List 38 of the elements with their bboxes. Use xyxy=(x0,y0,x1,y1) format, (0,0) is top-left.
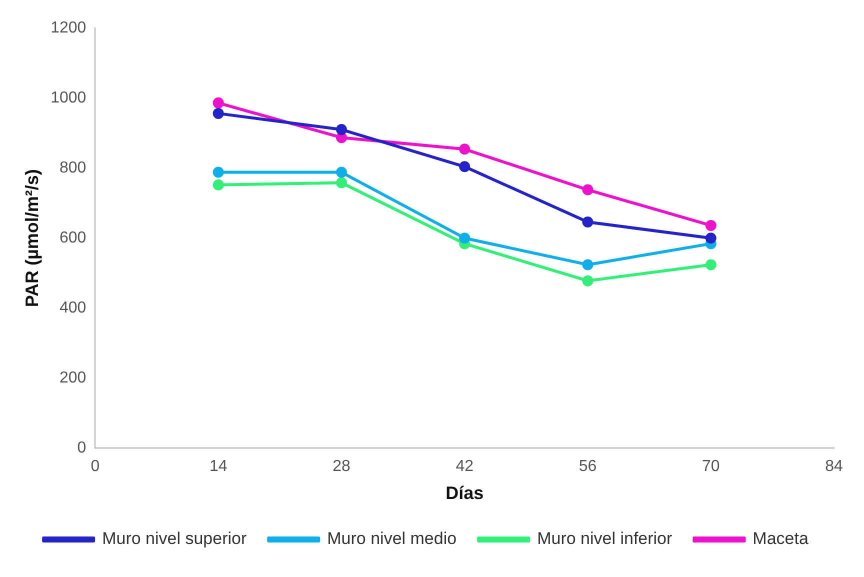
point xyxy=(705,259,716,270)
point xyxy=(212,179,224,190)
point xyxy=(582,184,594,196)
legend-label: Maceta xyxy=(752,529,809,548)
y-tick-label: 1000 xyxy=(50,89,86,106)
point xyxy=(212,97,224,108)
y-axis-title: PAR (µmol/m²/s) xyxy=(22,169,42,308)
point xyxy=(582,259,594,270)
point xyxy=(459,144,470,155)
x-tick-label: 28 xyxy=(332,458,350,476)
x-axis-title: Días xyxy=(446,483,484,504)
point xyxy=(212,166,224,178)
x-tick-label: 14 xyxy=(209,458,228,476)
point xyxy=(459,161,470,172)
y-tick-label: 600 xyxy=(59,230,86,247)
point xyxy=(459,232,470,244)
legend-label: Muro nivel inferior xyxy=(537,529,673,548)
point xyxy=(705,232,716,244)
y-tick-label: 1200 xyxy=(50,19,86,36)
point xyxy=(582,275,594,286)
y-tick-label: 800 xyxy=(59,159,86,176)
legend-label: Muro nivel superior xyxy=(102,529,247,548)
x-tick-label: 84 xyxy=(825,458,843,476)
point xyxy=(705,220,716,231)
y-tick-label: 0 xyxy=(77,440,86,457)
x-tick-label: 42 xyxy=(456,458,474,476)
x-tick-label: 0 xyxy=(90,458,100,476)
point xyxy=(212,108,224,119)
point xyxy=(582,216,594,228)
y-tick-label: 400 xyxy=(59,300,86,317)
point xyxy=(336,166,347,178)
legend-label: Muro nivel medio xyxy=(327,529,457,548)
point xyxy=(336,124,347,136)
x-tick-label: 70 xyxy=(702,458,720,476)
y-tick-label: 200 xyxy=(59,370,86,387)
point xyxy=(336,132,347,144)
x-tick-label: 56 xyxy=(578,458,597,476)
point xyxy=(336,177,347,188)
